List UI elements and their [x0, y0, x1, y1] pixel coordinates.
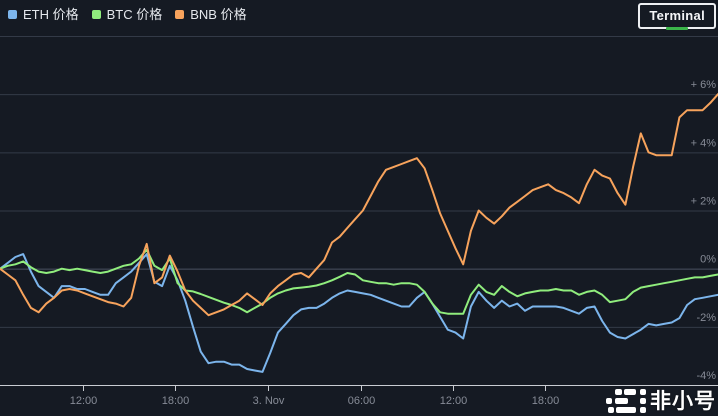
- feixiaohao-watermark: 非小号: [606, 389, 716, 413]
- terminal-badge-label: Terminal: [649, 8, 705, 23]
- feixiaohao-wordmark: 非小号: [650, 389, 716, 413]
- legend-swatch-btc: [91, 10, 101, 19]
- legend-item-bnb[interactable]: BNB 价格: [175, 7, 247, 22]
- feixiaohao-logo-icon: [606, 389, 646, 413]
- terminal-badge-accent: [666, 27, 689, 30]
- legend-label-btc: BTC 价格: [106, 7, 163, 22]
- legend-label-eth: ETH 价格: [23, 7, 79, 22]
- x-axis-label-1: 18:00: [162, 395, 190, 407]
- x-axis-label-3: 06:00: [348, 395, 376, 407]
- y-axis-label--2: -2%: [696, 312, 716, 324]
- legend-item-eth[interactable]: ETH 价格: [8, 8, 79, 21]
- legend-swatch-bnb: [175, 10, 185, 19]
- chart-legend: ETH 价格 BTC 价格 BNB 价格: [8, 8, 247, 21]
- series-line-eth: [0, 253, 718, 373]
- y-axis-label-2: + 2%: [691, 196, 717, 208]
- x-axis-label-0: 12:00: [70, 395, 98, 407]
- x-axis-label-2: 3. Nov: [253, 395, 285, 407]
- y-axis-label-6: + 6%: [691, 79, 717, 91]
- terminal-badge: Terminal: [638, 3, 716, 30]
- legend-label-bnb: BNB 价格: [190, 7, 247, 22]
- legend-item-btc[interactable]: BTC 价格: [91, 7, 163, 22]
- y-axis-label-4: + 4%: [691, 137, 717, 149]
- x-axis-label-4: 12:00: [440, 395, 468, 407]
- y-axis-label--4: -4%: [696, 370, 716, 382]
- x-axis-label-5: 18:00: [532, 395, 560, 407]
- series-line-btc: [0, 248, 718, 315]
- legend-swatch-eth: [8, 10, 17, 19]
- y-axis-label-0: 0%: [700, 254, 716, 266]
- series-line-bnb: [0, 93, 718, 317]
